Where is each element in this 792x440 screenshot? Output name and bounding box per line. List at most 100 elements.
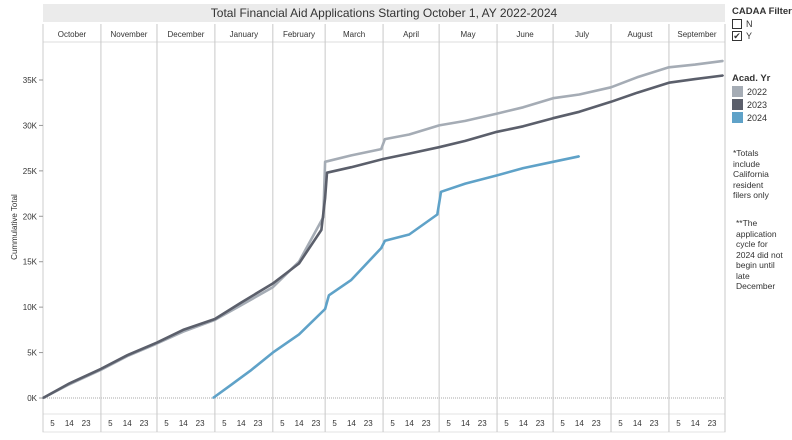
day-tick-label: 23 [196,419,205,428]
legend-item-2023[interactable]: 2023 [732,99,770,110]
data-point-2024 [408,233,411,236]
line-chart: Total Financial Aid Applications Startin… [10,4,726,433]
data-point-2023 [722,74,724,77]
data-point-2022 [636,76,638,79]
day-tick-label: 5 [50,419,55,428]
filter-option-y[interactable]: ✔ Y [732,31,792,41]
data-point-2022 [324,160,326,163]
day-tick-label: 23 [592,419,601,428]
data-point-2022 [240,304,242,307]
data-point-2022 [722,60,724,62]
data-point-2023 [326,171,328,174]
data-point-2023 [42,397,44,399]
day-tick-label: 23 [536,419,545,428]
checkbox-y[interactable]: ✔ [732,31,742,41]
note-california: *Totals include California resident file… [733,148,769,200]
data-point-2023 [668,81,670,84]
data-point-2024 [436,213,439,216]
data-point-2023 [382,158,384,160]
title-bar [43,4,725,22]
day-tick-label: 14 [347,419,356,428]
data-point-2022 [350,154,353,157]
data-point-2022 [438,124,440,127]
data-point-2023 [240,301,242,304]
data-point-2023 [298,262,300,265]
month-label: February [283,30,315,39]
day-tick-label: 14 [123,419,132,428]
swatch-2022 [732,86,743,97]
filter-label-y: Y [746,31,753,41]
day-tick-label: 5 [108,419,113,428]
data-point-2024 [578,155,581,158]
data-point-2023 [156,341,158,344]
month-label: November [110,30,147,39]
y-axis-label: Cummulative Total [10,194,19,260]
day-tick-label: 5 [618,419,623,428]
data-point-2024 [522,167,525,169]
y-tick-label: 0K [27,394,37,403]
cadaa-filter: CADAA Filter N ✔ Y [732,6,792,41]
data-point-2023 [324,197,326,199]
month-label: July [575,30,589,39]
checkbox-n[interactable] [732,19,742,29]
day-tick-label: 23 [708,419,717,428]
series-line-2024 [212,155,580,400]
data-point-2022 [610,86,612,89]
day-tick-label: 14 [461,419,470,428]
data-point-2023 [320,229,323,231]
data-point-2023 [552,117,554,119]
data-point-2023 [182,329,184,331]
data-point-2023 [522,125,525,128]
legend-label-2023: 2023 [747,99,768,110]
legend-item-2024[interactable]: 2024 [732,112,770,123]
day-tick-label: 23 [650,419,659,428]
day-tick-label: 5 [676,419,681,428]
month-label: April [403,30,419,39]
month-label: March [343,30,365,39]
legend-label-2024: 2024 [747,112,768,123]
data-point-2022 [408,133,411,136]
data-point-2024 [230,383,233,386]
data-point-2023 [350,166,353,169]
filter-option-n[interactable]: N [732,19,792,29]
day-tick-label: 14 [633,419,642,428]
month-label: May [461,30,476,39]
data-point-2023 [408,152,411,155]
data-point-2024 [212,397,214,399]
month-label: September [677,30,716,39]
swatch-2023 [732,99,743,110]
data-point-2022 [552,97,554,99]
month-label: October [58,30,87,39]
day-tick-label: 23 [311,419,320,428]
swatch-2024 [732,112,743,123]
day-tick-label: 14 [179,419,188,428]
month-label: December [167,30,204,39]
year-legend: Acad. Yr 2022 2023 2024 [732,73,770,123]
data-point-2024 [328,294,330,297]
data-point-2023 [496,130,498,133]
data-point-2023 [68,382,70,385]
data-point-2023 [438,146,440,149]
data-point-2023 [126,354,128,357]
day-tick-label: 23 [364,419,373,428]
day-tick-label: 14 [691,419,700,428]
data-point-2024 [496,174,498,177]
data-point-2024 [324,308,326,310]
day-tick-label: 14 [65,419,74,428]
year-legend-title: Acad. Yr [732,73,771,84]
day-tick-label: 5 [332,419,337,428]
y-tick-label: 35K [23,76,38,85]
chart-title: Total Financial Aid Applications Startin… [211,6,558,20]
day-tick-label: 5 [390,419,395,428]
data-point-2022 [380,148,382,150]
legend-item-2022[interactable]: 2022 [732,86,770,97]
month-label: June [516,30,534,39]
data-point-2022 [384,138,386,140]
y-tick-label: 30K [23,121,38,130]
data-point-2024 [298,333,300,336]
note-2024-cycle: **The application cycle for 2024 did not… [736,218,783,291]
data-point-2022 [464,120,467,122]
y-tick-label: 10K [23,303,38,312]
data-point-2022 [522,106,525,109]
